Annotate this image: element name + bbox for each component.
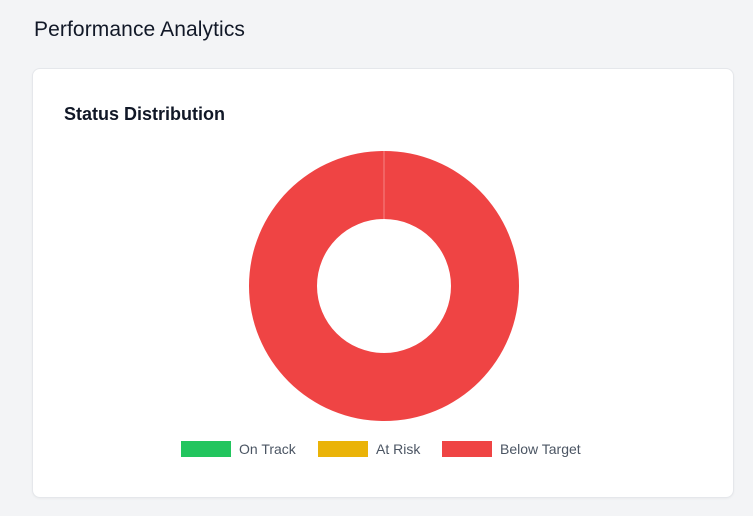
card-title: Status Distribution bbox=[64, 104, 225, 124]
chart-legend: On Track At Risk Below Target bbox=[33, 439, 735, 459]
legend-swatch-on-track bbox=[181, 441, 231, 457]
legend-label-at-risk: At Risk bbox=[376, 441, 421, 457]
legend-item-on-track[interactable]: On Track bbox=[181, 439, 296, 459]
donut-chart bbox=[248, 150, 519, 422]
legend-swatch-at-risk bbox=[318, 441, 368, 457]
status-distribution-card: Status Distribution On Track At Risk Bel… bbox=[32, 68, 734, 498]
slice-below-target[interactable] bbox=[248, 150, 519, 422]
page-title: Performance Analytics bbox=[34, 18, 246, 41]
legend-swatch-below-target bbox=[442, 441, 492, 457]
legend-label-on-track: On Track bbox=[239, 441, 296, 457]
legend-item-below-target[interactable]: Below Target bbox=[442, 439, 581, 459]
legend-label-below-target: Below Target bbox=[500, 441, 581, 457]
legend-item-at-risk[interactable]: At Risk bbox=[318, 439, 420, 459]
